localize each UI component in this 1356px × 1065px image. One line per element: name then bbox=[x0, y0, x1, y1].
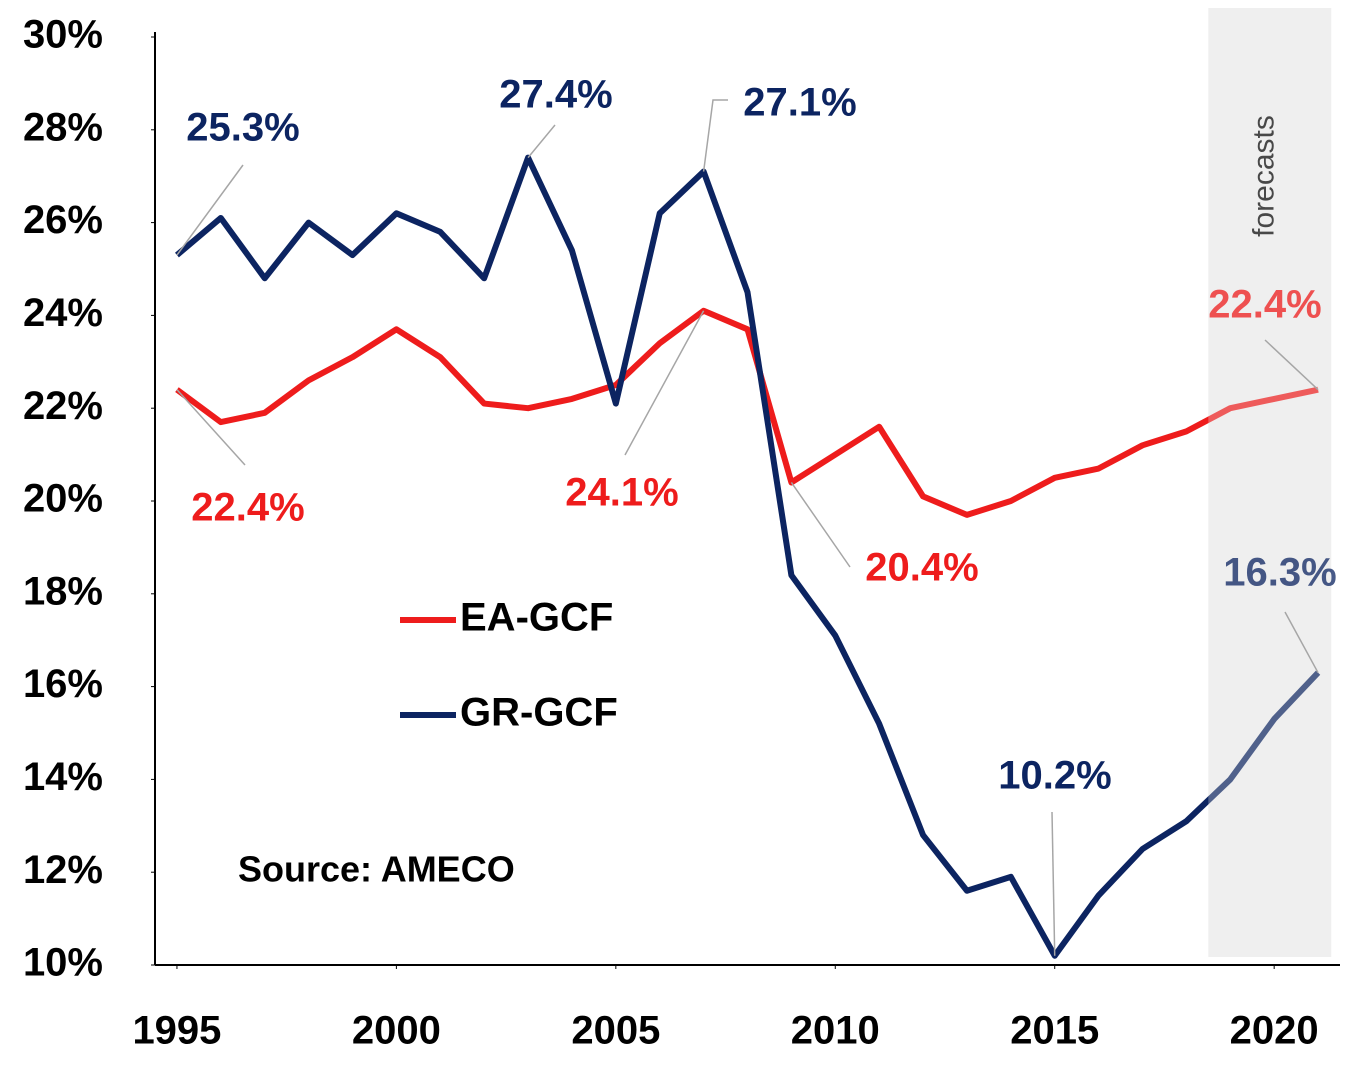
data-label: 27.1% bbox=[743, 81, 856, 125]
x-tick-label: 2015 bbox=[1010, 1009, 1099, 1053]
y-tick-label: 28% bbox=[23, 105, 103, 149]
series-line bbox=[175, 307, 1319, 518]
leader-line bbox=[702, 99, 728, 172]
x-tick-label: 2010 bbox=[791, 1009, 880, 1053]
leader-line bbox=[1264, 339, 1319, 391]
x-tick-label: 1995 bbox=[132, 1009, 221, 1053]
x-tick-label: 2020 bbox=[1230, 1009, 1319, 1053]
data-label: 25.3% bbox=[186, 106, 299, 150]
x-tick-label: 2000 bbox=[352, 1009, 441, 1053]
y-tick-label: 18% bbox=[23, 569, 103, 613]
y-tick-label: 24% bbox=[23, 291, 103, 335]
leader-line bbox=[1051, 811, 1056, 956]
forecast-overlay bbox=[1208, 8, 1332, 957]
y-tick-label: 26% bbox=[23, 198, 103, 242]
y-tick-label: 30% bbox=[23, 13, 103, 57]
data-label: 20.4% bbox=[865, 546, 978, 590]
data-label: 22.4% bbox=[1208, 283, 1321, 327]
leader-line bbox=[176, 164, 244, 256]
legend-label: GR-GCF bbox=[460, 691, 618, 735]
y-tick-label: 22% bbox=[23, 384, 103, 428]
data-label: 10.2% bbox=[998, 754, 1111, 798]
leader-line bbox=[624, 310, 705, 456]
y-tick-label: 20% bbox=[23, 477, 103, 521]
data-label: 16.3% bbox=[1223, 551, 1336, 595]
data-label: 22.4% bbox=[191, 486, 304, 530]
y-tick-label: 14% bbox=[23, 755, 103, 799]
leader-line bbox=[790, 482, 851, 568]
leader-line bbox=[527, 124, 556, 159]
legend-label: EA-GCF bbox=[460, 596, 613, 640]
y-tick-label: 12% bbox=[23, 848, 103, 892]
forecast-label: forecasts bbox=[1248, 115, 1281, 237]
x-tick-label: 2005 bbox=[571, 1009, 660, 1053]
y-tick-label: 16% bbox=[23, 662, 103, 706]
forecast-region bbox=[1208, 8, 1332, 957]
series-line bbox=[175, 154, 1321, 959]
data-label: 27.4% bbox=[499, 73, 612, 117]
data-label: 24.1% bbox=[565, 471, 678, 515]
leader-line bbox=[1284, 611, 1319, 674]
leader-line bbox=[176, 389, 246, 466]
source-note: Source: AMECO bbox=[238, 849, 515, 890]
y-tick-label: 10% bbox=[23, 941, 103, 985]
